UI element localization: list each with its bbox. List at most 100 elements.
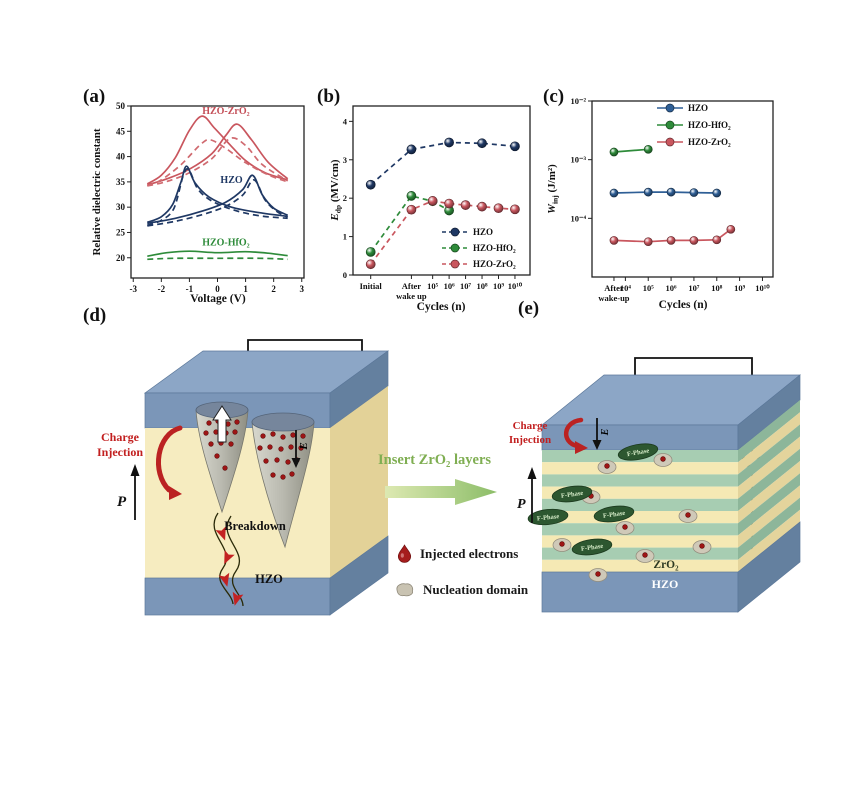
f-phase-grain: F-Phase [527, 508, 569, 526]
small-nucleation-domain [692, 540, 712, 554]
charge-injection-label-2: Injection [97, 445, 143, 459]
data-point [477, 201, 487, 212]
zro2-label: ZrO₂ [653, 559, 679, 571]
series-HZO-HfO₂ [365, 191, 454, 257]
legend-marker [665, 103, 675, 113]
injected-electron-dot [604, 463, 610, 469]
series-HZO sweep- dashed [146, 168, 288, 227]
x-axis-label: Cycles (n) [417, 301, 466, 313]
x-tick-label: 10⁶ [444, 281, 456, 291]
injected-electron-dot [280, 434, 286, 440]
breakdown-red-arrow-icon [232, 591, 244, 606]
injected-electron-dot [270, 431, 276, 437]
legend-entry-HZO: HZO [657, 103, 708, 113]
up-arrowhead-icon [527, 467, 537, 479]
f-phase-grain: F-Phase [617, 443, 659, 461]
x-tick-label: 10¹⁰ [508, 281, 523, 291]
injected-electron-dot [208, 441, 214, 447]
series-HZO-HfO2 solid [147, 250, 288, 258]
nucleation-cone-2 [251, 412, 315, 549]
panel-label-e: (e) [518, 298, 540, 319]
legend-label: HZO-ZrO₂ [688, 137, 731, 147]
small-nucleation-domain [653, 453, 673, 467]
data-point [493, 203, 504, 214]
data-point [510, 204, 520, 215]
insert-zro2-label: Insert ZrO₂ layers [378, 452, 492, 468]
legend-label: HZO [473, 227, 493, 237]
zro2-stripe [542, 474, 738, 487]
data-point [643, 237, 653, 247]
data-point [365, 247, 376, 257]
injected-electron-dot [685, 512, 691, 518]
injected-electron-dot [280, 474, 286, 480]
bottom-electrode-side [329, 535, 389, 616]
down-arrowhead-icon [291, 458, 301, 468]
injected-electron-dot [203, 430, 209, 436]
electron-droplet-icon [397, 544, 412, 563]
y-tick-label: 30 [116, 202, 126, 212]
injected-electron-dot [206, 420, 212, 426]
hzo-label: HZO [652, 577, 679, 591]
legend-entry-HZO-ZrO₂: HZO-ZrO₂ [442, 259, 516, 269]
chart-dielectric-vs-voltage: -3 -2 -1 0 1 2 3 20 25 30 35 40 45 50 Voltage (V) Relat… [91, 101, 305, 305]
e-field-label: E [298, 442, 310, 450]
data-point [643, 187, 653, 197]
small-nucleation-domain [635, 549, 655, 563]
red-arrowhead-icon [169, 486, 182, 500]
stripe-side [738, 461, 800, 524]
y-tick-label: 10⁻³ [570, 155, 586, 165]
f-phase-label: F-Phase [627, 447, 650, 458]
legend-label: HZO-HfO₂ [473, 243, 516, 253]
injected-electron-dot [288, 444, 294, 450]
nucleation-cone-1 [195, 401, 249, 514]
injected-electron-dot [232, 429, 238, 435]
small-nucleation-domain [678, 509, 698, 523]
data-point [609, 236, 619, 245]
x-tick-label: 10⁶ [666, 283, 678, 293]
legend-marker [665, 120, 675, 130]
injected-electron-dot [274, 457, 280, 463]
panel-label-b: (b) [317, 86, 341, 107]
x-tick-label: -1 [186, 284, 194, 294]
bottom-electrode-front [541, 571, 739, 613]
x-tick-label: 10⁹ [493, 281, 505, 291]
data-point [406, 144, 417, 155]
e-field-arrow: E [291, 430, 310, 468]
injected-electron-dot [300, 433, 306, 439]
data-point [444, 198, 454, 209]
f-phase-label: F-Phase [537, 513, 560, 522]
x-tick-label: After wake up [396, 281, 427, 301]
injected-electron-dot [290, 432, 296, 438]
legend-injected-electrons-label: Injected electrons [420, 545, 519, 561]
legend-label: HZO-ZrO₂ [473, 259, 516, 269]
y-tick-label: 1 [343, 232, 347, 242]
f-phase-label: F-Phase [603, 510, 626, 520]
x-axis-label: Voltage (V) [190, 293, 246, 305]
x-tick-label: 10⁷ [460, 281, 472, 291]
annotation: HZO-HfO₂ [202, 238, 249, 249]
legend-injected-electrons: Injected electrons [397, 544, 518, 563]
y-tick-label: 2 [343, 193, 347, 203]
injected-electron-dot [214, 453, 220, 459]
data-point [643, 144, 653, 154]
plot-frame [591, 100, 774, 278]
f-phase-grain: F-Phase [593, 505, 635, 523]
injected-electron-dot [260, 433, 266, 439]
hzo-stripe [542, 462, 738, 475]
legend-label: HZO [688, 103, 708, 113]
data-point [365, 179, 376, 190]
series-HZO-ZrO2 sweep+ solid [147, 123, 289, 186]
breakdown-red-arrow-icon [224, 550, 235, 565]
x-tick-label: Initial [360, 281, 383, 291]
series-HZO-ZrO2 sweep+ dashed [147, 137, 289, 187]
data-point [477, 138, 487, 149]
small-nucleation-domain [552, 538, 572, 552]
injected-electron-dot [228, 441, 234, 447]
injected-electron-dot [642, 552, 648, 558]
injected-electron-dot [222, 465, 228, 471]
polarization-label: P [517, 497, 526, 512]
data-point [666, 236, 676, 245]
stripe-side [738, 400, 800, 463]
x-tick-label: 10⁵ [643, 283, 655, 293]
